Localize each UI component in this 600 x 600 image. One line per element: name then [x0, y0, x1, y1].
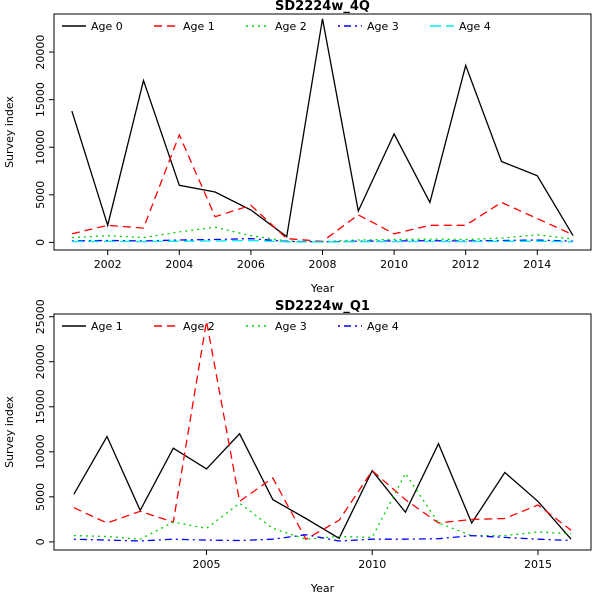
legend-label: Age 3	[367, 20, 399, 33]
y-tick-label: 5000	[34, 483, 47, 511]
series-age-1	[73, 432, 572, 540]
y-tick-label: 15000	[34, 82, 47, 117]
legend-label: Age 2	[183, 320, 215, 333]
series-age-0	[71, 18, 574, 238]
y-tick-label: 10000	[34, 434, 47, 469]
chart-svg-4q: 2002 2004 2006 2008 2010 2012 2014 0 5000 10000 15…	[3, 13, 592, 295]
y-tick-label: 25000	[34, 300, 47, 334]
x-tick-label: 2014	[523, 258, 551, 271]
x-tick-label: 2004	[165, 258, 193, 271]
plot-box	[53, 13, 592, 251]
legend-label: Age 2	[275, 20, 307, 33]
series-age-4	[71, 239, 574, 243]
legend-label: Age 0	[91, 20, 123, 33]
series-age-2	[71, 226, 574, 243]
y-tick-label: 0	[34, 239, 47, 246]
y-tick-label: 15000	[34, 389, 47, 424]
x-axis-label: Year	[310, 282, 335, 295]
x-tick-label: 2012	[452, 258, 480, 271]
chart-svg-q1: 2005 2010 2015 0 5000 10000 15000 20000 25000 Yea…	[3, 300, 592, 595]
x-tick-label: 2010	[380, 258, 408, 271]
x-tick-label: 2008	[309, 258, 337, 271]
chart-top-4q: SD2224w_4Q 2002 2004 2006 2008 2010 2012 2014 0…	[3, 0, 592, 295]
series-age-4	[73, 534, 572, 542]
x-tick-label: 2006	[237, 258, 265, 271]
y-tick-label: 20000	[34, 344, 47, 379]
series-age-2	[73, 321, 572, 541]
plot-box	[53, 313, 592, 551]
legend-label: Age 4	[459, 20, 491, 33]
x-tick-label: 2015	[524, 558, 552, 571]
legend-label: Age 4	[367, 320, 399, 333]
x-axis-label: Year	[310, 582, 335, 595]
series-age-3	[73, 472, 572, 540]
y-tick-label: 20000	[34, 35, 47, 70]
legend-label: Age 1	[91, 320, 123, 333]
y-tick-label: 0	[34, 538, 47, 545]
chart-title: SD2224w_4Q	[275, 0, 370, 14]
x-tick-label: 2002	[94, 258, 122, 271]
y-tick-label: 5000	[34, 181, 47, 209]
legend-label: Age 3	[275, 320, 307, 333]
y-axis-label: Survey index	[3, 96, 16, 168]
legend-label: Age 1	[183, 20, 215, 33]
y-axis-label: Survey index	[3, 396, 16, 468]
x-tick-label: 2010	[358, 558, 386, 571]
x-tick-label: 2005	[192, 558, 220, 571]
chart-title: SD2224w_Q1	[275, 299, 370, 314]
chart-bottom-q1: SD2224w_Q1 2005 2010 2015 0 5000 10000 15000 20…	[0, 300, 600, 600]
y-tick-label: 10000	[34, 130, 47, 165]
